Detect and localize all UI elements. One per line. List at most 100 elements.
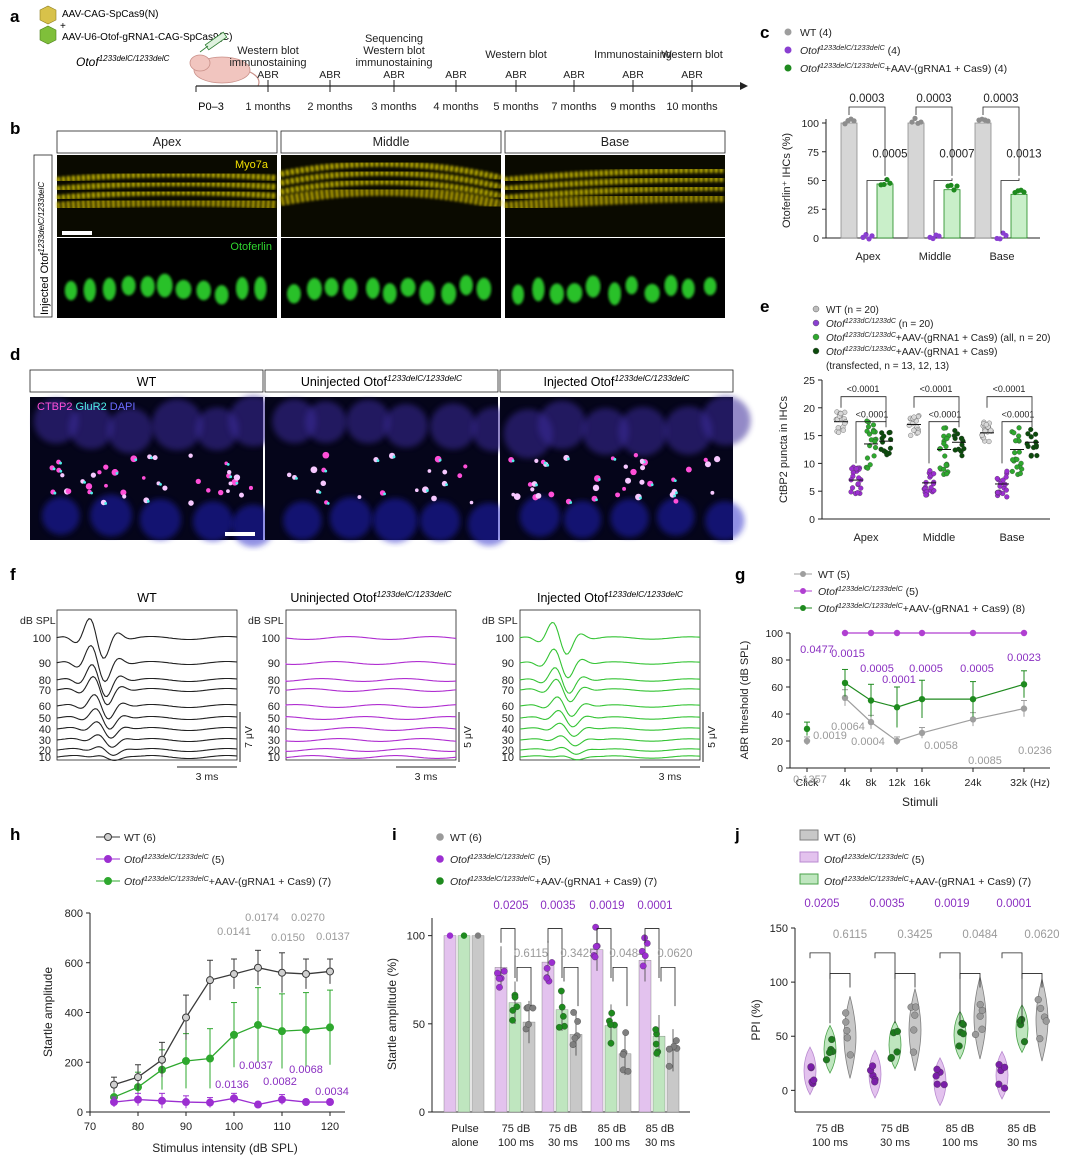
glur2-punctum xyxy=(425,489,429,493)
panel-j: j WT (6)Otof1233delC/1233delC (5)Otof123… xyxy=(734,825,1060,1149)
data-point xyxy=(863,232,869,238)
trace-level-label: 10 xyxy=(268,752,280,764)
data-point xyxy=(822,1056,831,1064)
p-value-label: 0.0001 xyxy=(637,900,672,912)
ctbp2-punctum xyxy=(535,492,542,499)
p-value-label: 0.0037 xyxy=(239,1060,273,1072)
data-point xyxy=(872,445,879,451)
otoferlin-cell xyxy=(566,283,583,303)
data-point xyxy=(893,1048,901,1056)
otoferlin-cell xyxy=(382,283,397,304)
y-axis-label: CtBP2 puncta in IHCs xyxy=(778,396,790,503)
otoferlin-cell xyxy=(214,285,229,305)
column-header-label: Injected Otof1233delC/1233delC xyxy=(543,373,690,389)
data-point xyxy=(887,445,893,451)
data-point xyxy=(954,183,960,189)
legend-label-suffix: +AAV-(gRNA1 + Cas9) xyxy=(896,347,998,358)
trace-level-label: 70 xyxy=(268,685,280,697)
bar xyxy=(590,949,604,1113)
dapi-nucleus xyxy=(656,497,695,536)
trace-level-label: 50 xyxy=(39,713,51,725)
p-value-label: 0.3425 xyxy=(560,948,595,960)
data-point xyxy=(871,453,877,459)
data-point xyxy=(326,1098,334,1107)
x-tick-label: 80 xyxy=(132,1121,144,1133)
otoferlin-cell xyxy=(419,280,435,305)
data-point xyxy=(826,1048,834,1057)
legend-label: WT (5) xyxy=(818,569,850,581)
vector1-label: AAV-CAG-SpCas9(N) xyxy=(62,9,159,20)
data-point xyxy=(206,976,214,985)
y-tick-label: 0 xyxy=(813,233,819,245)
data-point xyxy=(1001,1084,1009,1092)
series-line xyxy=(113,1097,330,1106)
y-axis-label: ABR threshold (dB SPL) xyxy=(739,641,751,760)
p-value-label: 0.0484 xyxy=(609,948,645,960)
data-point xyxy=(278,968,286,977)
significance-bracket xyxy=(1001,952,1023,1024)
otoferlin-cell xyxy=(681,278,695,299)
ctbp2-punctum xyxy=(633,453,639,458)
dapi-nucleus xyxy=(563,500,602,539)
abr-trace xyxy=(519,667,701,694)
legend-swatch xyxy=(799,851,819,863)
data-point xyxy=(958,435,964,442)
otoferlin-cell xyxy=(608,282,622,306)
otoferlin-cell xyxy=(64,280,78,301)
otoferlin-cell xyxy=(365,277,380,299)
otoferlin-cell xyxy=(102,277,116,301)
data-point xyxy=(555,1023,563,1031)
trace-title-main: Injected Otof xyxy=(537,591,608,605)
data-point xyxy=(911,427,917,433)
panel-label-a: a xyxy=(10,7,20,26)
myo7a-hair-cell-row xyxy=(56,171,278,183)
legend-label-suffix: (4) xyxy=(885,45,901,57)
timeline-event-label: Sequencing xyxy=(365,33,423,45)
data-point xyxy=(908,432,914,438)
data-point xyxy=(893,704,901,711)
data-point xyxy=(961,446,967,452)
y-tick-label: 400 xyxy=(65,1008,83,1020)
legend-label-main: Otof xyxy=(826,333,846,344)
ctbp2-punctum xyxy=(640,465,646,471)
significance-bracket xyxy=(874,952,896,1024)
violin xyxy=(995,1050,1009,1100)
data-point xyxy=(1003,232,1009,239)
legend-marker xyxy=(800,605,806,611)
data-point xyxy=(918,695,926,703)
glur2-punctum xyxy=(134,458,138,462)
x-tick-label: Click xyxy=(796,777,819,789)
data-point xyxy=(893,1027,902,1035)
column-header-sup: 1233delC/1233delC xyxy=(614,373,690,383)
timeline-month-label: 1 months xyxy=(245,101,291,113)
time-scale-label: 3 ms xyxy=(196,771,219,783)
legend-marker xyxy=(436,833,444,841)
ctbp2-punctum xyxy=(85,483,93,490)
panel-e: e WT (n = 20)Otof1233dC/1233dC (n = 20)O… xyxy=(760,297,1051,544)
significance-bracket xyxy=(1000,178,1020,234)
data-point xyxy=(959,453,965,459)
data-point xyxy=(500,967,508,975)
data-point xyxy=(976,1000,984,1009)
glur2-punctum xyxy=(229,475,233,479)
panel-label-i: i xyxy=(392,825,397,844)
x-tick-label: 12k xyxy=(889,777,907,789)
legend-label-main: Otof xyxy=(818,586,839,598)
ctbp2-punctum xyxy=(530,487,535,492)
legend-swatch xyxy=(799,873,819,885)
y-tick-label: 5 xyxy=(809,486,815,498)
data-point xyxy=(529,1004,537,1012)
ctbp2-punctum xyxy=(97,470,102,475)
data-point xyxy=(643,939,651,947)
data-point xyxy=(182,1057,190,1066)
p-value-label: 0.0205 xyxy=(493,900,528,912)
bar xyxy=(638,960,652,1113)
data-point xyxy=(933,1080,941,1088)
dapi-nucleus xyxy=(90,494,133,537)
legend-label: Otof1233dC/1233dC+AAV-(gRNA1 + Cas9) (al… xyxy=(826,332,1051,344)
x-axis-label: Stimulus intensity (dB SPL) xyxy=(152,1141,297,1155)
abr-trace xyxy=(56,721,238,739)
p-value-label: 0.0620 xyxy=(657,948,692,960)
data-point xyxy=(558,1003,566,1011)
legend-label: WT (n = 20) xyxy=(826,305,879,316)
